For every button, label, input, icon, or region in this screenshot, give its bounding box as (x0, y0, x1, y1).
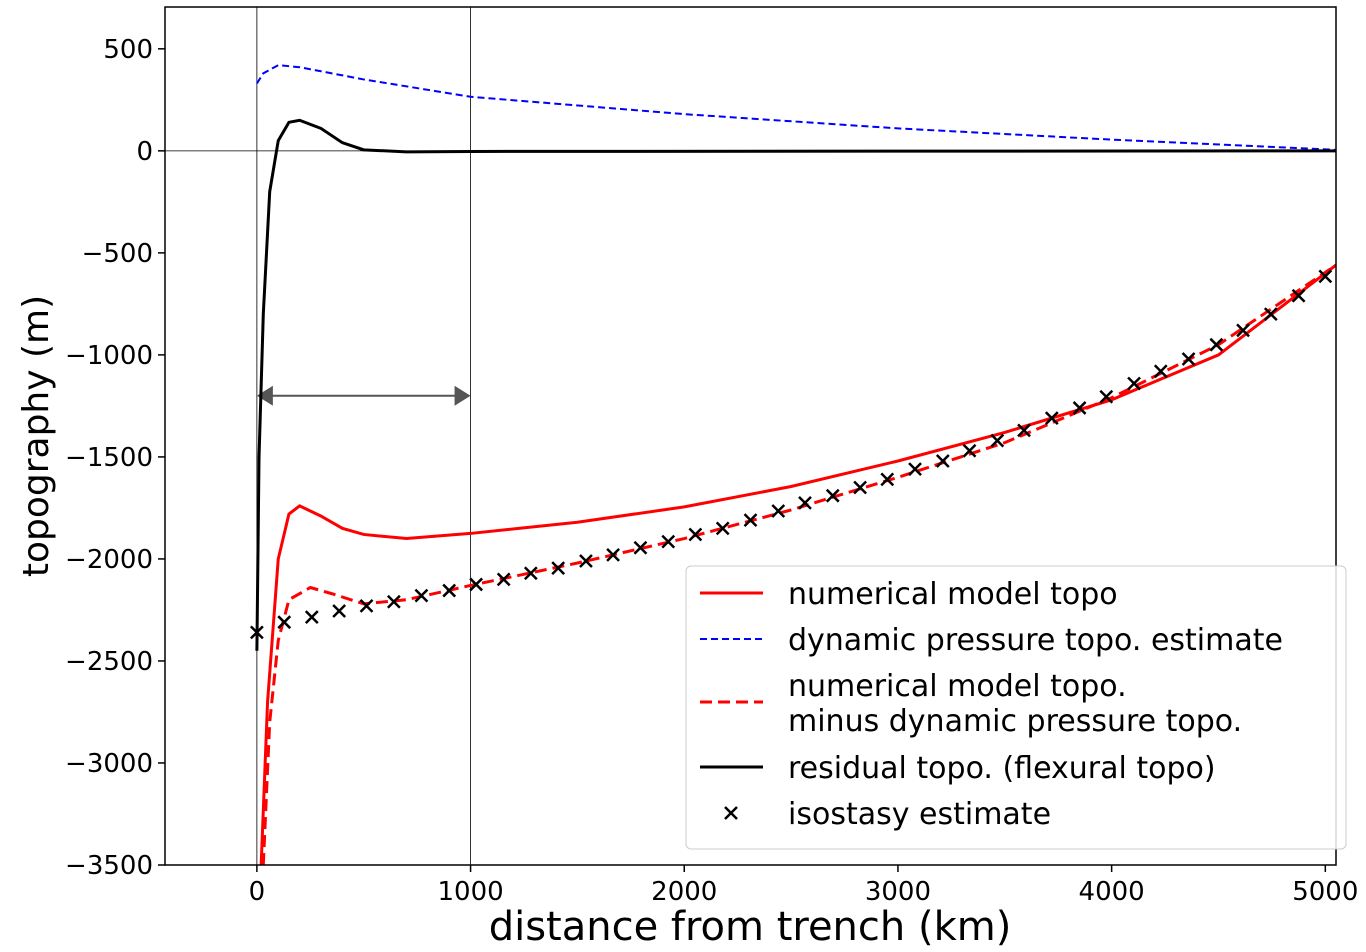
marker (551, 561, 566, 576)
y-tick-label: −1000 (65, 341, 153, 371)
marker (1291, 288, 1306, 303)
legend-box (685, 565, 1347, 850)
marker (1181, 352, 1196, 366)
x-tick-label: 3000 (865, 877, 931, 907)
legend-label: isostasy estimate (788, 797, 1051, 832)
y-tick-label: 0 (136, 137, 153, 167)
y-tick-label: 500 (103, 35, 153, 65)
y-tick-label: −500 (82, 239, 153, 269)
marker (990, 433, 1005, 448)
y-tick-label: −2000 (65, 545, 153, 575)
legend: numerical model topo dynamic pressure top… (685, 565, 1347, 850)
marker (469, 577, 484, 592)
x-tick-label: 2000 (651, 877, 717, 907)
marker (606, 547, 620, 562)
marker (1127, 376, 1141, 391)
marker (1153, 364, 1168, 379)
series-line (256, 64, 1336, 151)
marker (359, 598, 374, 613)
x-tick-label: 0 (249, 877, 266, 907)
marker (1072, 401, 1087, 415)
marker (414, 588, 429, 603)
plot-area (250, 64, 1336, 865)
x-tick-label: 1000 (437, 877, 503, 907)
x-tick-label: 4000 (1079, 877, 1145, 907)
marker (332, 604, 347, 618)
series-line (255, 118, 1336, 651)
marker (1209, 337, 1224, 352)
marker (579, 554, 593, 568)
marker (715, 521, 730, 536)
y-tick-label: −2500 (65, 647, 153, 677)
marker (853, 480, 868, 495)
marker (386, 594, 401, 609)
marker (724, 806, 738, 820)
series-line (261, 263, 1336, 865)
y-tick-label: −3000 (65, 749, 153, 779)
marker (277, 615, 292, 630)
marker (1017, 423, 1031, 438)
marker (935, 454, 950, 468)
marker (771, 504, 786, 518)
marker (304, 610, 319, 624)
marker (743, 513, 758, 528)
marker (880, 472, 895, 487)
marker (798, 495, 812, 510)
legend-label: residual topo. (flexural topo) (788, 751, 1216, 786)
marker (523, 566, 538, 581)
legend-label: numerical model topo. minus dynamic press… (788, 669, 1242, 739)
marker (1318, 269, 1333, 284)
legend-label: numerical model topo (788, 577, 1118, 612)
series-line (259, 263, 1336, 865)
y-axis-label: topography (m) (16, 295, 57, 577)
marker (962, 443, 977, 458)
y-tick-label: −3500 (65, 851, 153, 881)
x-tick-label: 5000 (1292, 877, 1358, 907)
x-axis-label: distance from trench (km) (489, 904, 1012, 948)
y-tick-label: −1500 (65, 443, 153, 473)
marker (825, 488, 840, 503)
marker (908, 462, 922, 477)
arrow-head (454, 385, 471, 406)
marker (1044, 411, 1059, 426)
marker (1263, 307, 1278, 321)
marker (1099, 389, 1114, 404)
marker (688, 527, 703, 542)
marker (633, 540, 648, 555)
marker (442, 583, 457, 598)
marker (1236, 323, 1250, 338)
marker (250, 625, 264, 640)
arrow-head (256, 385, 273, 406)
marker (496, 572, 511, 587)
plot-frame (164, 6, 1337, 866)
marker (661, 534, 676, 549)
legend-label: dynamic pressure topo. estimate (788, 623, 1283, 658)
